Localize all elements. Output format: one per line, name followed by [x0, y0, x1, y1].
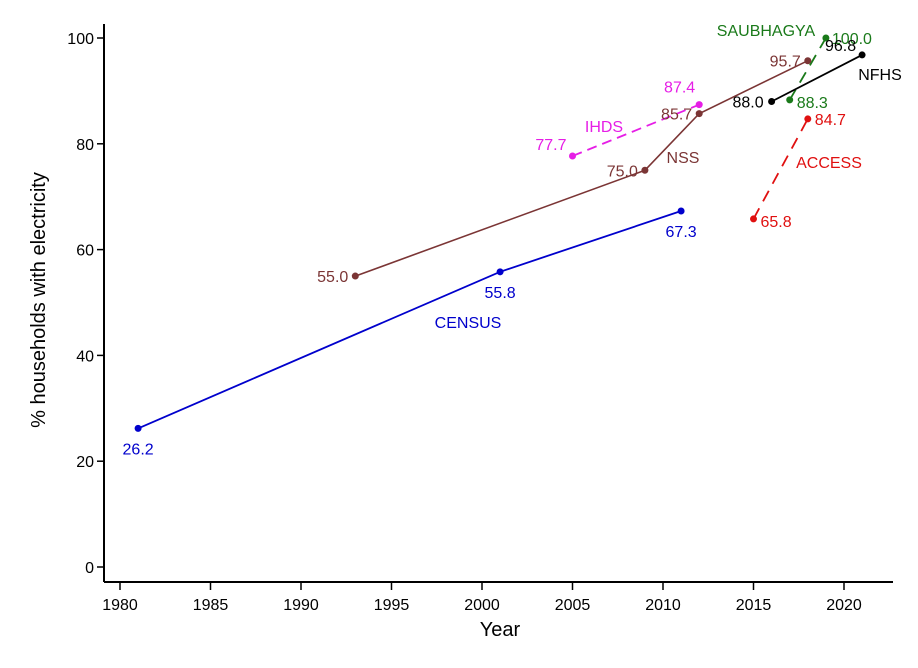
series-line-nss — [355, 59, 809, 277]
data-label-nfhs: 96.8 — [825, 38, 856, 55]
data-label-nss: 95.7 — [770, 54, 801, 71]
series-line-census — [137, 210, 682, 430]
data-point-saubhagya — [786, 96, 794, 104]
data-label-access: 65.8 — [761, 214, 792, 231]
series-points — [134, 34, 866, 432]
data-label-nfhs: 88.0 — [732, 94, 763, 111]
x-tick-label: 2010 — [645, 597, 681, 614]
data-label-nss: 75.0 — [607, 163, 638, 180]
x-axis-title: Year — [480, 619, 521, 641]
y-tick-label: 100 — [67, 31, 94, 48]
x-tick-label: 1995 — [374, 597, 410, 614]
series-name-saubhagya: SAUBHAGYA — [717, 23, 816, 40]
x-tick-label: 1980 — [102, 597, 138, 614]
series-name-ihds: IHDS — [585, 119, 623, 136]
data-point-saubhagya — [822, 34, 830, 42]
y-tick-label: 20 — [76, 454, 94, 471]
data-point-nss — [351, 272, 359, 280]
data-point-access — [804, 115, 812, 123]
x-tick-label: 2015 — [736, 597, 772, 614]
series-line-ihds — [572, 103, 700, 157]
data-point-nfhs — [858, 51, 866, 59]
data-label-saubhagya: 100.0 — [832, 31, 872, 48]
y-axis-title: % households with electricity — [28, 172, 50, 428]
data-point-nfhs — [768, 97, 776, 105]
x-tick-label: 2020 — [826, 597, 862, 614]
data-point-nss — [695, 110, 703, 118]
axes: 0 20 40 60 80 100 1980 1985 1990 1995 2000 2005 2010… — [67, 24, 893, 614]
x-tick-label: 1985 — [193, 597, 229, 614]
data-label-nss: 85.7 — [661, 107, 692, 124]
data-point-nss — [804, 57, 812, 65]
data-point-ihds — [695, 101, 703, 109]
x-tick-label: 2000 — [464, 597, 500, 614]
y-tick-label: 40 — [76, 348, 94, 365]
data-point-nss — [641, 166, 649, 174]
data-point-ihds — [569, 152, 576, 160]
data-point-census — [134, 424, 142, 432]
data-label-census: 67.3 — [666, 224, 697, 241]
data-label-ihds: 87.4 — [664, 80, 695, 97]
series-labels: 26.2 55.8 67.3 CENSUS 55.0 75.0 85.7 95.7 NSS 77.… — [123, 23, 902, 458]
data-label-census: 55.8 — [485, 285, 516, 302]
data-point-census — [496, 268, 504, 276]
data-label-saubhagya: 88.3 — [797, 95, 828, 112]
y-tick-label: 60 — [76, 243, 94, 260]
series-name-census: CENSUS — [435, 315, 502, 332]
x-tick-label: 2005 — [555, 597, 591, 614]
data-label-census: 26.2 — [123, 441, 154, 458]
data-point-census — [677, 207, 685, 215]
data-label-ihds: 77.7 — [535, 137, 566, 154]
y-tick-label: 80 — [76, 137, 94, 154]
data-label-access: 84.7 — [815, 112, 846, 129]
series-line-nfhs — [771, 54, 863, 103]
y-tick-label: 0 — [85, 560, 94, 577]
series-name-access: ACCESS — [796, 155, 862, 172]
x-tick-label: 1990 — [283, 597, 319, 614]
data-label-nss: 55.0 — [317, 269, 348, 286]
series-name-nfhs: NFHS — [858, 67, 902, 84]
series-name-nss: NSS — [667, 150, 700, 167]
data-point-access — [750, 215, 757, 223]
